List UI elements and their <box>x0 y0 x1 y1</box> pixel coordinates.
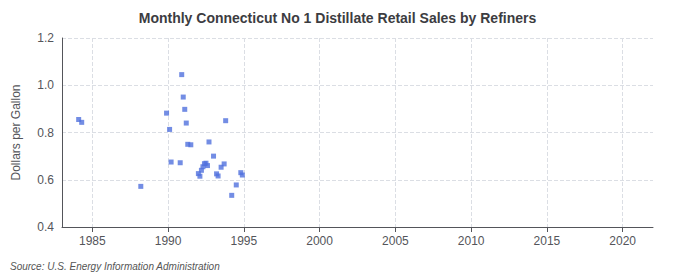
svg-text:0.6: 0.6 <box>37 173 54 187</box>
svg-text:0.8: 0.8 <box>37 126 54 140</box>
svg-text:2000: 2000 <box>306 234 333 248</box>
svg-text:Source: U.S. Energy Informatio: Source: U.S. Energy Information Administ… <box>10 261 220 272</box>
svg-text:1.0: 1.0 <box>37 78 54 92</box>
svg-text:2015: 2015 <box>534 234 561 248</box>
svg-text:1990: 1990 <box>155 234 182 248</box>
svg-text:0.4: 0.4 <box>37 220 54 234</box>
svg-text:Dollars per Gallon: Dollars per Gallon <box>9 84 23 180</box>
svg-text:Monthly Connecticut No 1 Disti: Monthly Connecticut No 1 Distillate Reta… <box>139 10 537 26</box>
svg-text:2005: 2005 <box>382 234 409 248</box>
svg-text:1.2: 1.2 <box>37 31 54 45</box>
svg-text:2010: 2010 <box>458 234 485 248</box>
svg-text:1985: 1985 <box>79 234 106 248</box>
svg-text:2020: 2020 <box>609 234 636 248</box>
svg-text:1995: 1995 <box>230 234 257 248</box>
